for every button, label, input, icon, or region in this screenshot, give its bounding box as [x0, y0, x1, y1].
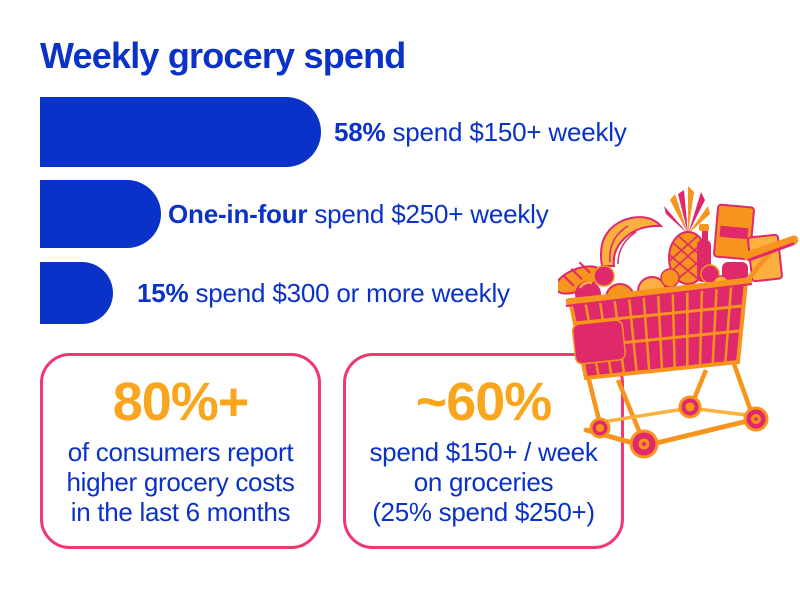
stat-value: ~60% — [415, 371, 553, 432]
stat-value: 80%+ — [112, 371, 250, 432]
bar-shape-250plus — [40, 180, 161, 248]
stat-line: spend $150+ / week — [369, 436, 598, 467]
stat-line: in the last 6 months — [70, 497, 291, 528]
stat-card-higher-costs: 80%+ of consumers report higher grocery … — [40, 353, 321, 549]
stat-line: of consumers report — [67, 436, 294, 467]
bar-label-150plus: 58% spend $150+ weekly — [334, 97, 627, 167]
bar-label-300plus: 15% spend $300 or more weekly — [137, 262, 510, 324]
bar-label-rest: spend $250+ weekly — [314, 198, 549, 229]
stat-line: higher grocery costs — [66, 466, 295, 497]
bar-label-rest: spend $150+ weekly — [392, 116, 627, 147]
stat-line: on groceries — [413, 466, 554, 497]
stat-line: (25% spend $250+) — [372, 497, 595, 528]
cart-basket — [565, 277, 753, 381]
page-title: Weekly grocery spend — [40, 35, 406, 76]
grocery-cart-icon — [558, 186, 798, 459]
bar-shape-150plus — [40, 97, 321, 167]
bar-label-250plus: One-in-four spend $250+ weekly — [168, 180, 549, 248]
cart-wheels — [589, 395, 769, 459]
bar-label-bold: 15% — [137, 277, 189, 308]
bar-label-bold: 58% — [334, 116, 386, 147]
stat-card-weekly-spend: ~60% spend $150+ / week on groceries (25… — [343, 353, 624, 549]
cart-handle — [743, 235, 798, 284]
bar-label-rest: spend $300 or more weekly — [195, 277, 510, 308]
bar-label-bold: One-in-four — [168, 198, 308, 229]
bar-shape-300plus — [40, 262, 113, 324]
